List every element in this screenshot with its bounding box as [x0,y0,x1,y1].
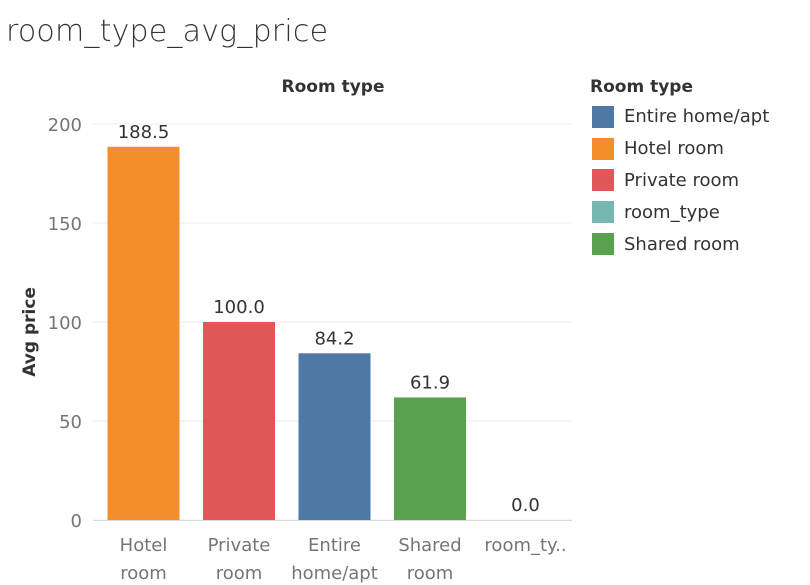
y-tick-label: 50 [59,412,82,433]
x-tick-label: room_ty.. [484,535,566,556]
legend-item-shared-room[interactable]: Shared room [590,228,805,260]
bar [107,146,180,520]
bar-chart: Room type Avg price 0 50 100 150 200 188.5 Hotel… [20,77,572,584]
legend-swatch [592,169,614,192]
data-label: 188.5 [118,122,170,143]
column-header: Room type [282,77,385,97]
legend-swatch [592,233,614,256]
chart-title: room_type_avg_price [6,14,329,49]
legend-swatch [592,137,614,160]
y-axis-label: Avg price [20,287,40,377]
bar [298,353,371,520]
data-label: 84.2 [314,328,354,349]
legend-item-label: Entire home/apt [624,106,770,128]
x-tick-label: room [216,563,263,584]
x-tick-label: Shared [398,535,461,556]
y-tick-label: 100 [48,313,82,334]
legend-swatch [592,105,614,128]
legend-item-room-type[interactable]: room_type [590,196,805,228]
legend-item-entire-home-apt[interactable]: Entire home/apt [590,101,805,133]
x-tick-label: Hotel [120,535,168,556]
legend-item-hotel-room[interactable]: Hotel room [590,133,805,165]
x-tick-label: room [407,563,454,584]
y-tick-label: 200 [48,115,82,136]
y-tick-label: 150 [48,214,82,235]
data-label: 0.0 [511,495,540,516]
legend-title: Room type [590,77,693,97]
bar [203,322,275,520]
legend-item-label: Shared room [624,233,740,255]
x-tick-label: room [120,563,167,584]
legend-swatch [592,201,614,224]
x-tick-label: home/apt [291,563,378,584]
data-label: 61.9 [410,372,450,393]
data-label: 100.0 [213,297,265,318]
legend-item-private-room[interactable]: Private room [590,165,805,197]
legend: Room type Entire home/apt Hotel room Pri… [590,77,805,260]
legend-item-label: room_type [624,201,720,223]
x-tick-label: Entire [308,535,361,556]
y-tick-label: 0 [71,511,82,532]
bar [394,397,466,520]
legend-item-label: Hotel room [624,138,724,160]
legend-item-label: Private room [624,169,740,191]
x-tick-label: Private [208,535,271,556]
